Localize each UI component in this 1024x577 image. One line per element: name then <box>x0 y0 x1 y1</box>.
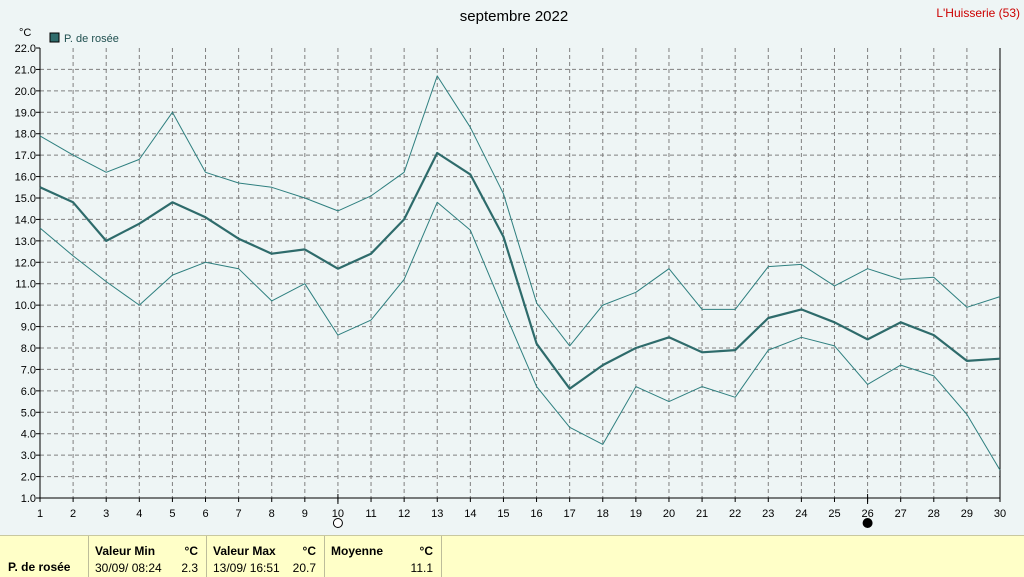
x-tick-label: 21 <box>696 508 708 520</box>
y-tick-label: 10.0 <box>15 300 36 312</box>
stats-max-cell: Valeur Max °C 13/09/ 16:51 20.7 <box>206 536 324 577</box>
stats-min-cell: Valeur Min °C 30/09/ 08:24 2.3 <box>88 536 206 577</box>
x-tick-label: 9 <box>302 508 308 520</box>
legend-swatch <box>49 32 60 43</box>
min-unit: °C <box>184 544 198 558</box>
max-value: 20.7 <box>292 561 316 575</box>
series-min-line <box>39 201 1001 471</box>
y-tick-label: 14.0 <box>15 214 36 226</box>
y-tick-label: 1.0 <box>21 493 36 505</box>
x-tick-label: 4 <box>136 508 142 520</box>
x-tick-label: 12 <box>398 508 410 520</box>
x-tick-label: 2 <box>70 508 76 520</box>
x-tick-label: 7 <box>236 508 242 520</box>
y-tick-label: 5.0 <box>21 407 36 419</box>
x-tick-label: 28 <box>928 508 940 520</box>
max-date: 13/09/ 16:51 <box>213 561 280 575</box>
y-tick-label: 22.0 <box>15 43 36 55</box>
station-name: L'Huisserie (53) <box>936 6 1020 20</box>
x-tick-label: 5 <box>169 508 175 520</box>
stats-row-label: P. de rosée <box>8 560 71 574</box>
x-tick-label: 18 <box>597 508 609 520</box>
x-tick-label: 17 <box>564 508 576 520</box>
x-tick-label: 26 <box>861 508 873 520</box>
x-tick-label: 24 <box>795 508 807 520</box>
x-tick-label: 25 <box>828 508 840 520</box>
y-tick-label: 16.0 <box>15 172 36 184</box>
y-tick-label: 19.0 <box>15 107 36 119</box>
x-tick-label: 30 <box>994 508 1006 520</box>
avg-value: 11.1 <box>410 561 433 575</box>
x-tick-label: 19 <box>630 508 642 520</box>
axes <box>36 47 1001 502</box>
y-tick-label: 11.0 <box>15 279 36 291</box>
x-tick-label: 22 <box>729 508 741 520</box>
tick-labels: 1.0 2.0 3.0 4.0 5.0 6.0 7.0 8.0 9.0 10.0 11.0 12.0 1… <box>15 43 1007 520</box>
y-tick-label: 17.0 <box>15 150 36 162</box>
x-tick-label: 8 <box>269 508 275 520</box>
y-tick-label: 13.0 <box>15 236 36 248</box>
legend-label: P. de rosée <box>64 33 119 45</box>
x-tick-label: 11 <box>365 508 376 520</box>
x-tick-label: 16 <box>530 508 542 520</box>
max-unit: °C <box>302 544 316 558</box>
x-tick-label: 13 <box>431 508 443 520</box>
y-tick-label: 4.0 <box>21 429 36 441</box>
stats-row-label-cell: P. de rosée <box>0 536 88 577</box>
min-date: 30/09/ 08:24 <box>95 561 162 575</box>
x-tick-label: 15 <box>497 508 509 520</box>
y-tick-label: 7.0 <box>21 364 36 376</box>
x-tick-label: 3 <box>103 508 109 520</box>
new-moon-icon <box>862 518 873 528</box>
y-tick-label: 12.0 <box>15 257 36 269</box>
x-tick-label: 29 <box>961 508 973 520</box>
series-mean-line <box>39 151 1001 390</box>
y-tick-label: 9.0 <box>21 322 36 334</box>
x-tick-label: 1 <box>37 508 43 520</box>
y-tick-label: 18.0 <box>15 129 36 141</box>
moon-phase-markers <box>332 494 873 528</box>
series-max-line <box>39 75 1001 347</box>
grid <box>40 48 1000 498</box>
x-tick-label: 27 <box>895 508 907 520</box>
x-tick-label: 23 <box>762 508 774 520</box>
min-header: Valeur Min <box>95 544 156 558</box>
y-axis-unit: °C <box>19 27 31 39</box>
max-header: Valeur Max <box>213 544 276 558</box>
y-tick-label: 3.0 <box>21 450 36 462</box>
y-tick-label: 6.0 <box>21 386 36 398</box>
dew-point-chart: septembre 2022 L'Huisserie (53) °C P. de… <box>15 6 1020 528</box>
x-tick-label: 20 <box>663 508 675 520</box>
min-value: 2.3 <box>181 561 198 575</box>
stats-avg-cell: Moyenne °C 11.1 <box>324 536 442 577</box>
avg-unit: °C <box>419 544 433 558</box>
series-lines <box>39 75 1001 471</box>
stats-table: P. de rosée Valeur Min °C 30/09/ 08:24 2… <box>0 535 1024 577</box>
full-moon-icon <box>332 518 343 528</box>
y-tick-label: 8.0 <box>21 343 36 355</box>
y-tick-label: 2.0 <box>21 472 36 484</box>
y-tick-label: 21.0 <box>15 64 36 76</box>
chart-title: septembre 2022 <box>460 8 568 25</box>
avg-header: Moyenne <box>331 544 384 558</box>
x-tick-label: 6 <box>202 508 208 520</box>
y-tick-label: 15.0 <box>15 193 36 205</box>
x-tick-label: 14 <box>464 508 476 520</box>
y-tick-label: 20.0 <box>15 86 36 98</box>
x-tick-label: 10 <box>332 508 344 520</box>
